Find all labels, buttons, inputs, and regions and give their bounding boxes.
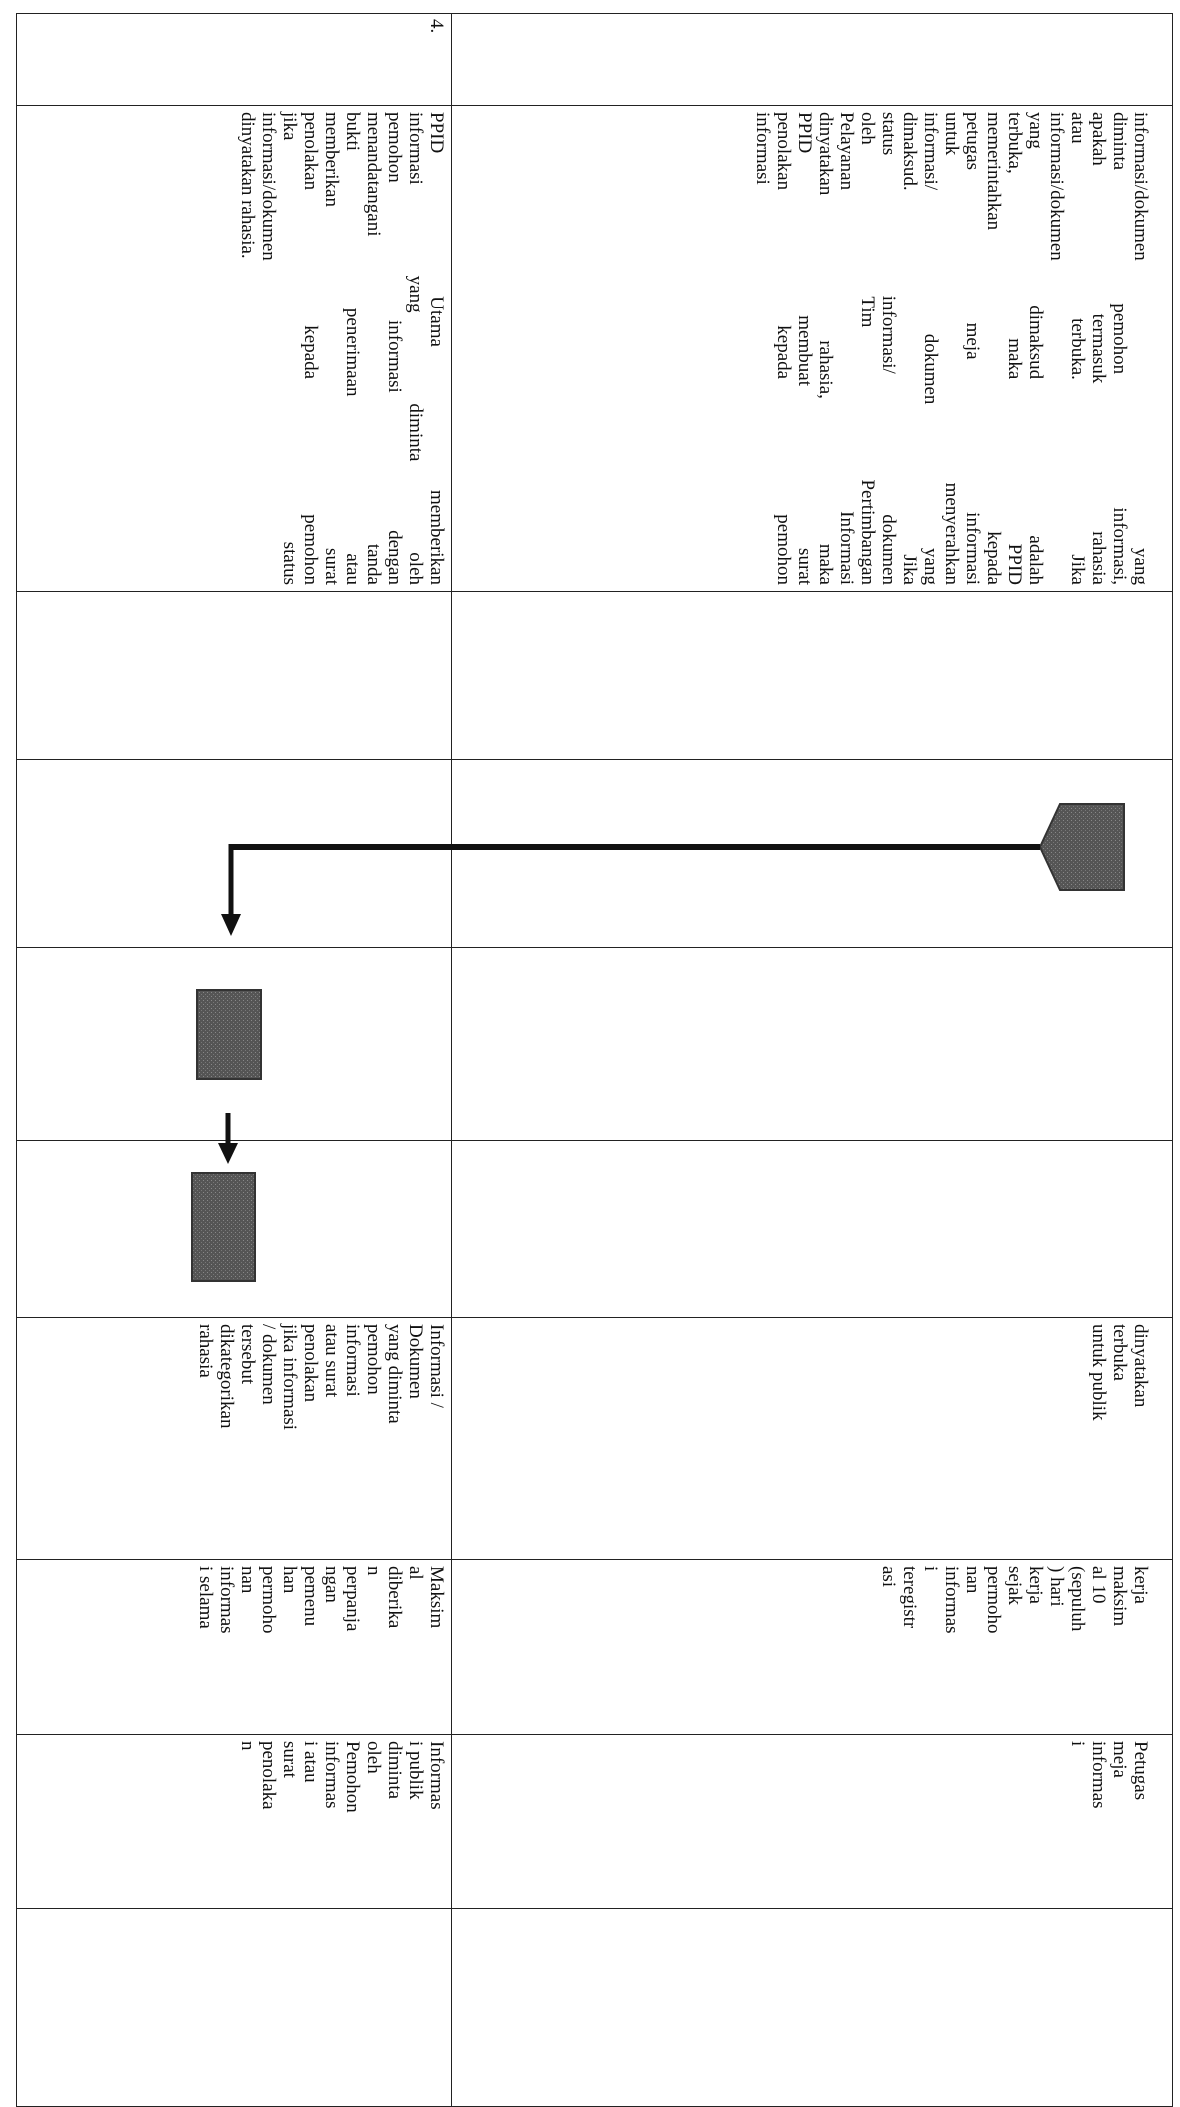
arrow-head xyxy=(221,914,241,936)
process-box xyxy=(191,1172,256,1282)
arrow-head xyxy=(218,1143,238,1164)
process-box xyxy=(196,989,262,1080)
off-page-connector xyxy=(1038,803,1125,891)
